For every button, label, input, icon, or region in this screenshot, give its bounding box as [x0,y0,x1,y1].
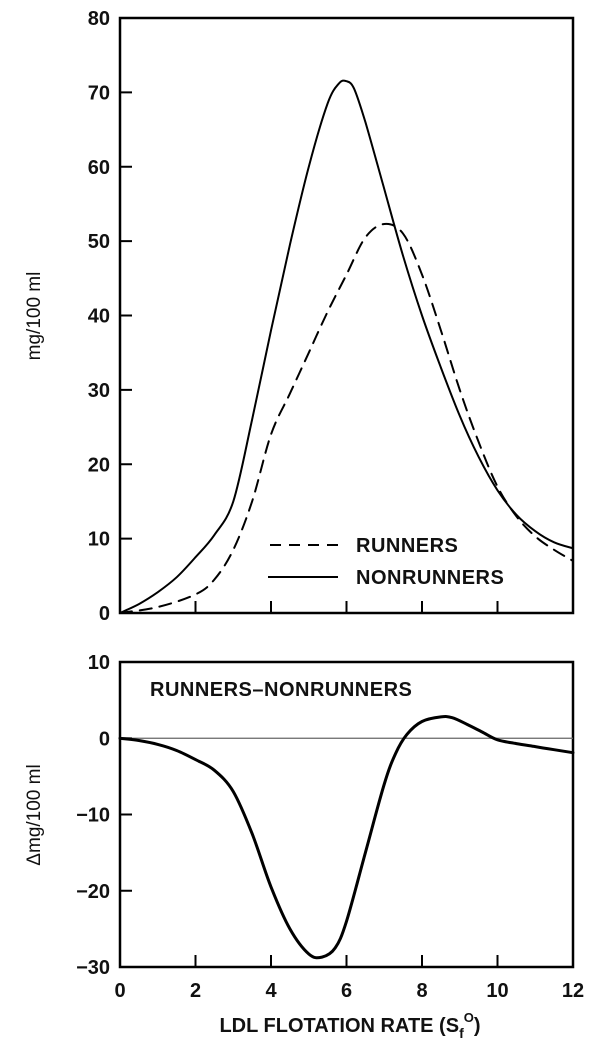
top-series [119,79,574,614]
y-tick-label: 60 [88,157,110,179]
x-tick-label: 8 [416,980,427,1002]
x-axis-title-sup: O [464,1010,474,1025]
top-y-ticks: 0 10 20 30 40 50 60 70 80 [88,8,132,625]
y-tick-label: 50 [88,231,110,253]
series-line-nonrunners [119,79,574,614]
x-axis-title: LDL FLOTATION RATE (SfO) [219,1010,480,1041]
bottom-x-ticks: 0 2 4 6 8 10 12 [114,955,584,1002]
legend: RUNNERS NONRUNNERS [268,535,504,589]
y-tick-label: 20 [88,454,110,476]
y-tick-label: 0 [99,728,110,750]
x-tick-label: 6 [341,980,352,1002]
y-tick-label: 10 [88,652,110,674]
y-tick-label: −30 [76,957,110,979]
y-tick-label: 70 [88,82,110,104]
top-plot-frame [118,16,575,615]
x-axis-title-sub: f [459,1025,464,1041]
y-tick-label: 0 [99,603,110,625]
bottom-y-ticks: −30 −20 −10 0 10 [76,652,132,979]
y-tick-label: 10 [88,529,110,551]
y-tick-label: 40 [88,306,110,328]
top-panel: 0 10 20 30 40 50 60 70 80 mg/100 ml RUNNERS NONR… [24,8,575,625]
bottom-panel: −30 −20 −10 0 10 0 2 4 6 8 10 12 RUNNERS–NONRUNNER… [24,652,584,1041]
y-tick-label: −20 [76,881,110,903]
legend-label-nonrunners: NONRUNNERS [356,567,504,589]
x-tick-label: 12 [562,980,584,1002]
legend-label-runners: RUNNERS [356,535,458,557]
x-tick-label: 4 [265,980,277,1002]
series-line-runners [119,222,574,614]
x-axis-title-main: LDL FLOTATION RATE (S [219,1015,459,1037]
difference-line [118,715,575,960]
bottom-series [118,715,575,960]
y-tick-label: 80 [88,8,110,30]
bottom-annotation: RUNNERS–NONRUNNERS [150,679,412,701]
x-tick-label: 0 [114,980,125,1002]
top-x-ticks [119,601,574,613]
x-axis-title-close: ) [474,1015,481,1037]
y-tick-label: −10 [76,805,110,827]
y-tick-label: 30 [88,380,110,402]
x-tick-label: 2 [190,980,201,1002]
top-y-axis-label: mg/100 ml [24,272,45,361]
x-tick-label: 10 [486,980,508,1002]
bottom-y-axis-label: Δmg/100 ml [24,764,45,865]
